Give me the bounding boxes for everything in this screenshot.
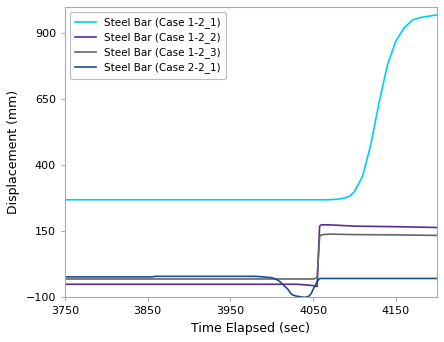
Steel Bar (Case 2-2_1) — [149, 275, 155, 279]
Steel Bar (Case 1-2_1) — [319, 198, 324, 202]
Steel Bar (Case 2-2_1) — [434, 276, 440, 280]
Steel Bar (Case 2-2_1) — [302, 295, 307, 300]
Steel Bar (Case 1-2_3) — [316, 248, 321, 252]
Steel Bar (Case 1-2_1) — [393, 39, 398, 43]
Steel Bar (Case 1-2_1) — [103, 198, 109, 202]
X-axis label: Time Elapsed (sec): Time Elapsed (sec) — [191, 322, 310, 335]
Steel Bar (Case 1-2_2) — [393, 225, 398, 229]
Steel Bar (Case 1-2_2) — [302, 283, 307, 287]
Steel Bar (Case 2-2_1) — [240, 274, 246, 278]
Steel Bar (Case 1-2_1) — [327, 198, 332, 202]
Line: Steel Bar (Case 1-2_3): Steel Bar (Case 1-2_3) — [65, 234, 437, 279]
Steel Bar (Case 1-2_3) — [393, 233, 398, 237]
Steel Bar (Case 2-2_1) — [273, 277, 278, 281]
Steel Bar (Case 1-2_1) — [145, 198, 150, 202]
Steel Bar (Case 2-2_1) — [393, 276, 398, 280]
Steel Bar (Case 1-2_2) — [285, 282, 291, 286]
Steel Bar (Case 1-2_3) — [294, 277, 299, 281]
Steel Bar (Case 1-2_2) — [269, 282, 274, 286]
Steel Bar (Case 1-2_2) — [352, 224, 357, 228]
Steel Bar (Case 1-2_3) — [352, 233, 357, 237]
Steel Bar (Case 1-2_2) — [62, 282, 67, 286]
Y-axis label: Displacement (mm): Displacement (mm) — [7, 90, 20, 214]
Steel Bar (Case 1-2_1) — [186, 198, 192, 202]
Steel Bar (Case 2-2_1) — [62, 275, 67, 279]
Steel Bar (Case 2-2_1) — [253, 274, 258, 278]
Steel Bar (Case 1-2_1) — [302, 198, 307, 202]
Steel Bar (Case 1-2_2) — [261, 282, 266, 286]
Line: Steel Bar (Case 2-2_1): Steel Bar (Case 2-2_1) — [65, 276, 437, 298]
Steel Bar (Case 1-2_2) — [317, 224, 322, 228]
Steel Bar (Case 2-2_1) — [298, 294, 303, 299]
Steel Bar (Case 1-2_2) — [319, 223, 324, 227]
Steel Bar (Case 2-2_1) — [281, 284, 287, 288]
Steel Bar (Case 2-2_1) — [285, 288, 291, 292]
Steel Bar (Case 1-2_1) — [269, 198, 274, 202]
Steel Bar (Case 1-2_1) — [385, 63, 390, 67]
Line: Steel Bar (Case 1-2_1): Steel Bar (Case 1-2_1) — [65, 15, 437, 200]
Steel Bar (Case 1-2_3) — [310, 277, 316, 281]
Steel Bar (Case 2-2_1) — [145, 275, 150, 279]
Steel Bar (Case 2-2_1) — [153, 274, 159, 278]
Steel Bar (Case 1-2_3) — [314, 276, 320, 280]
Steel Bar (Case 1-2_1) — [339, 196, 345, 200]
Steel Bar (Case 1-2_2) — [186, 282, 192, 286]
Steel Bar (Case 1-2_3) — [186, 277, 192, 281]
Steel Bar (Case 1-2_1) — [352, 190, 357, 194]
Steel Bar (Case 2-2_1) — [306, 294, 312, 298]
Steel Bar (Case 1-2_1) — [343, 196, 349, 200]
Steel Bar (Case 1-2_1) — [418, 15, 423, 19]
Steel Bar (Case 1-2_1) — [426, 14, 432, 18]
Steel Bar (Case 1-2_3) — [317, 235, 322, 239]
Steel Bar (Case 2-2_1) — [261, 275, 266, 279]
Legend: Steel Bar (Case 1-2_1), Steel Bar (Case 1-2_2), Steel Bar (Case 1-2_3), Steel Ba: Steel Bar (Case 1-2_1), Steel Bar (Case … — [70, 12, 226, 79]
Steel Bar (Case 2-2_1) — [319, 276, 324, 280]
Steel Bar (Case 2-2_1) — [309, 291, 314, 295]
Steel Bar (Case 1-2_1) — [331, 197, 337, 201]
Steel Bar (Case 2-2_1) — [287, 290, 293, 294]
Steel Bar (Case 1-2_1) — [409, 18, 415, 22]
Steel Bar (Case 2-2_1) — [269, 276, 274, 280]
Steel Bar (Case 1-2_3) — [327, 232, 332, 236]
Line: Steel Bar (Case 1-2_2): Steel Bar (Case 1-2_2) — [65, 225, 437, 286]
Steel Bar (Case 1-2_3) — [302, 277, 307, 281]
Steel Bar (Case 1-2_1) — [377, 100, 382, 104]
Steel Bar (Case 1-2_1) — [368, 142, 373, 146]
Steel Bar (Case 1-2_1) — [434, 13, 440, 17]
Steel Bar (Case 1-2_1) — [335, 197, 341, 201]
Steel Bar (Case 1-2_2) — [277, 282, 282, 286]
Steel Bar (Case 2-2_1) — [289, 293, 295, 297]
Steel Bar (Case 2-2_1) — [314, 279, 320, 284]
Steel Bar (Case 1-2_2) — [434, 225, 440, 229]
Steel Bar (Case 1-2_2) — [313, 284, 318, 288]
Steel Bar (Case 1-2_2) — [316, 242, 321, 247]
Steel Bar (Case 1-2_3) — [277, 277, 282, 281]
Steel Bar (Case 1-2_3) — [434, 233, 440, 237]
Steel Bar (Case 1-2_1) — [62, 198, 67, 202]
Steel Bar (Case 1-2_2) — [294, 282, 299, 286]
Steel Bar (Case 1-2_3) — [62, 277, 67, 281]
Steel Bar (Case 1-2_1) — [285, 198, 291, 202]
Steel Bar (Case 1-2_2) — [310, 284, 316, 288]
Steel Bar (Case 2-2_1) — [352, 276, 357, 280]
Steel Bar (Case 2-2_1) — [277, 279, 282, 284]
Steel Bar (Case 1-2_1) — [228, 198, 233, 202]
Steel Bar (Case 1-2_2) — [314, 284, 320, 288]
Steel Bar (Case 1-2_2) — [327, 223, 332, 227]
Steel Bar (Case 1-2_3) — [285, 277, 291, 281]
Steel Bar (Case 1-2_3) — [269, 277, 274, 281]
Steel Bar (Case 1-2_3) — [261, 277, 266, 281]
Steel Bar (Case 2-2_1) — [294, 294, 299, 298]
Steel Bar (Case 2-2_1) — [317, 276, 322, 280]
Steel Bar (Case 1-2_3) — [313, 276, 318, 280]
Steel Bar (Case 1-2_1) — [401, 26, 407, 30]
Steel Bar (Case 2-2_1) — [310, 288, 316, 292]
Steel Bar (Case 1-2_3) — [319, 233, 324, 237]
Steel Bar (Case 1-2_1) — [360, 174, 365, 178]
Steel Bar (Case 1-2_1) — [348, 194, 353, 198]
Steel Bar (Case 2-2_1) — [236, 274, 241, 278]
